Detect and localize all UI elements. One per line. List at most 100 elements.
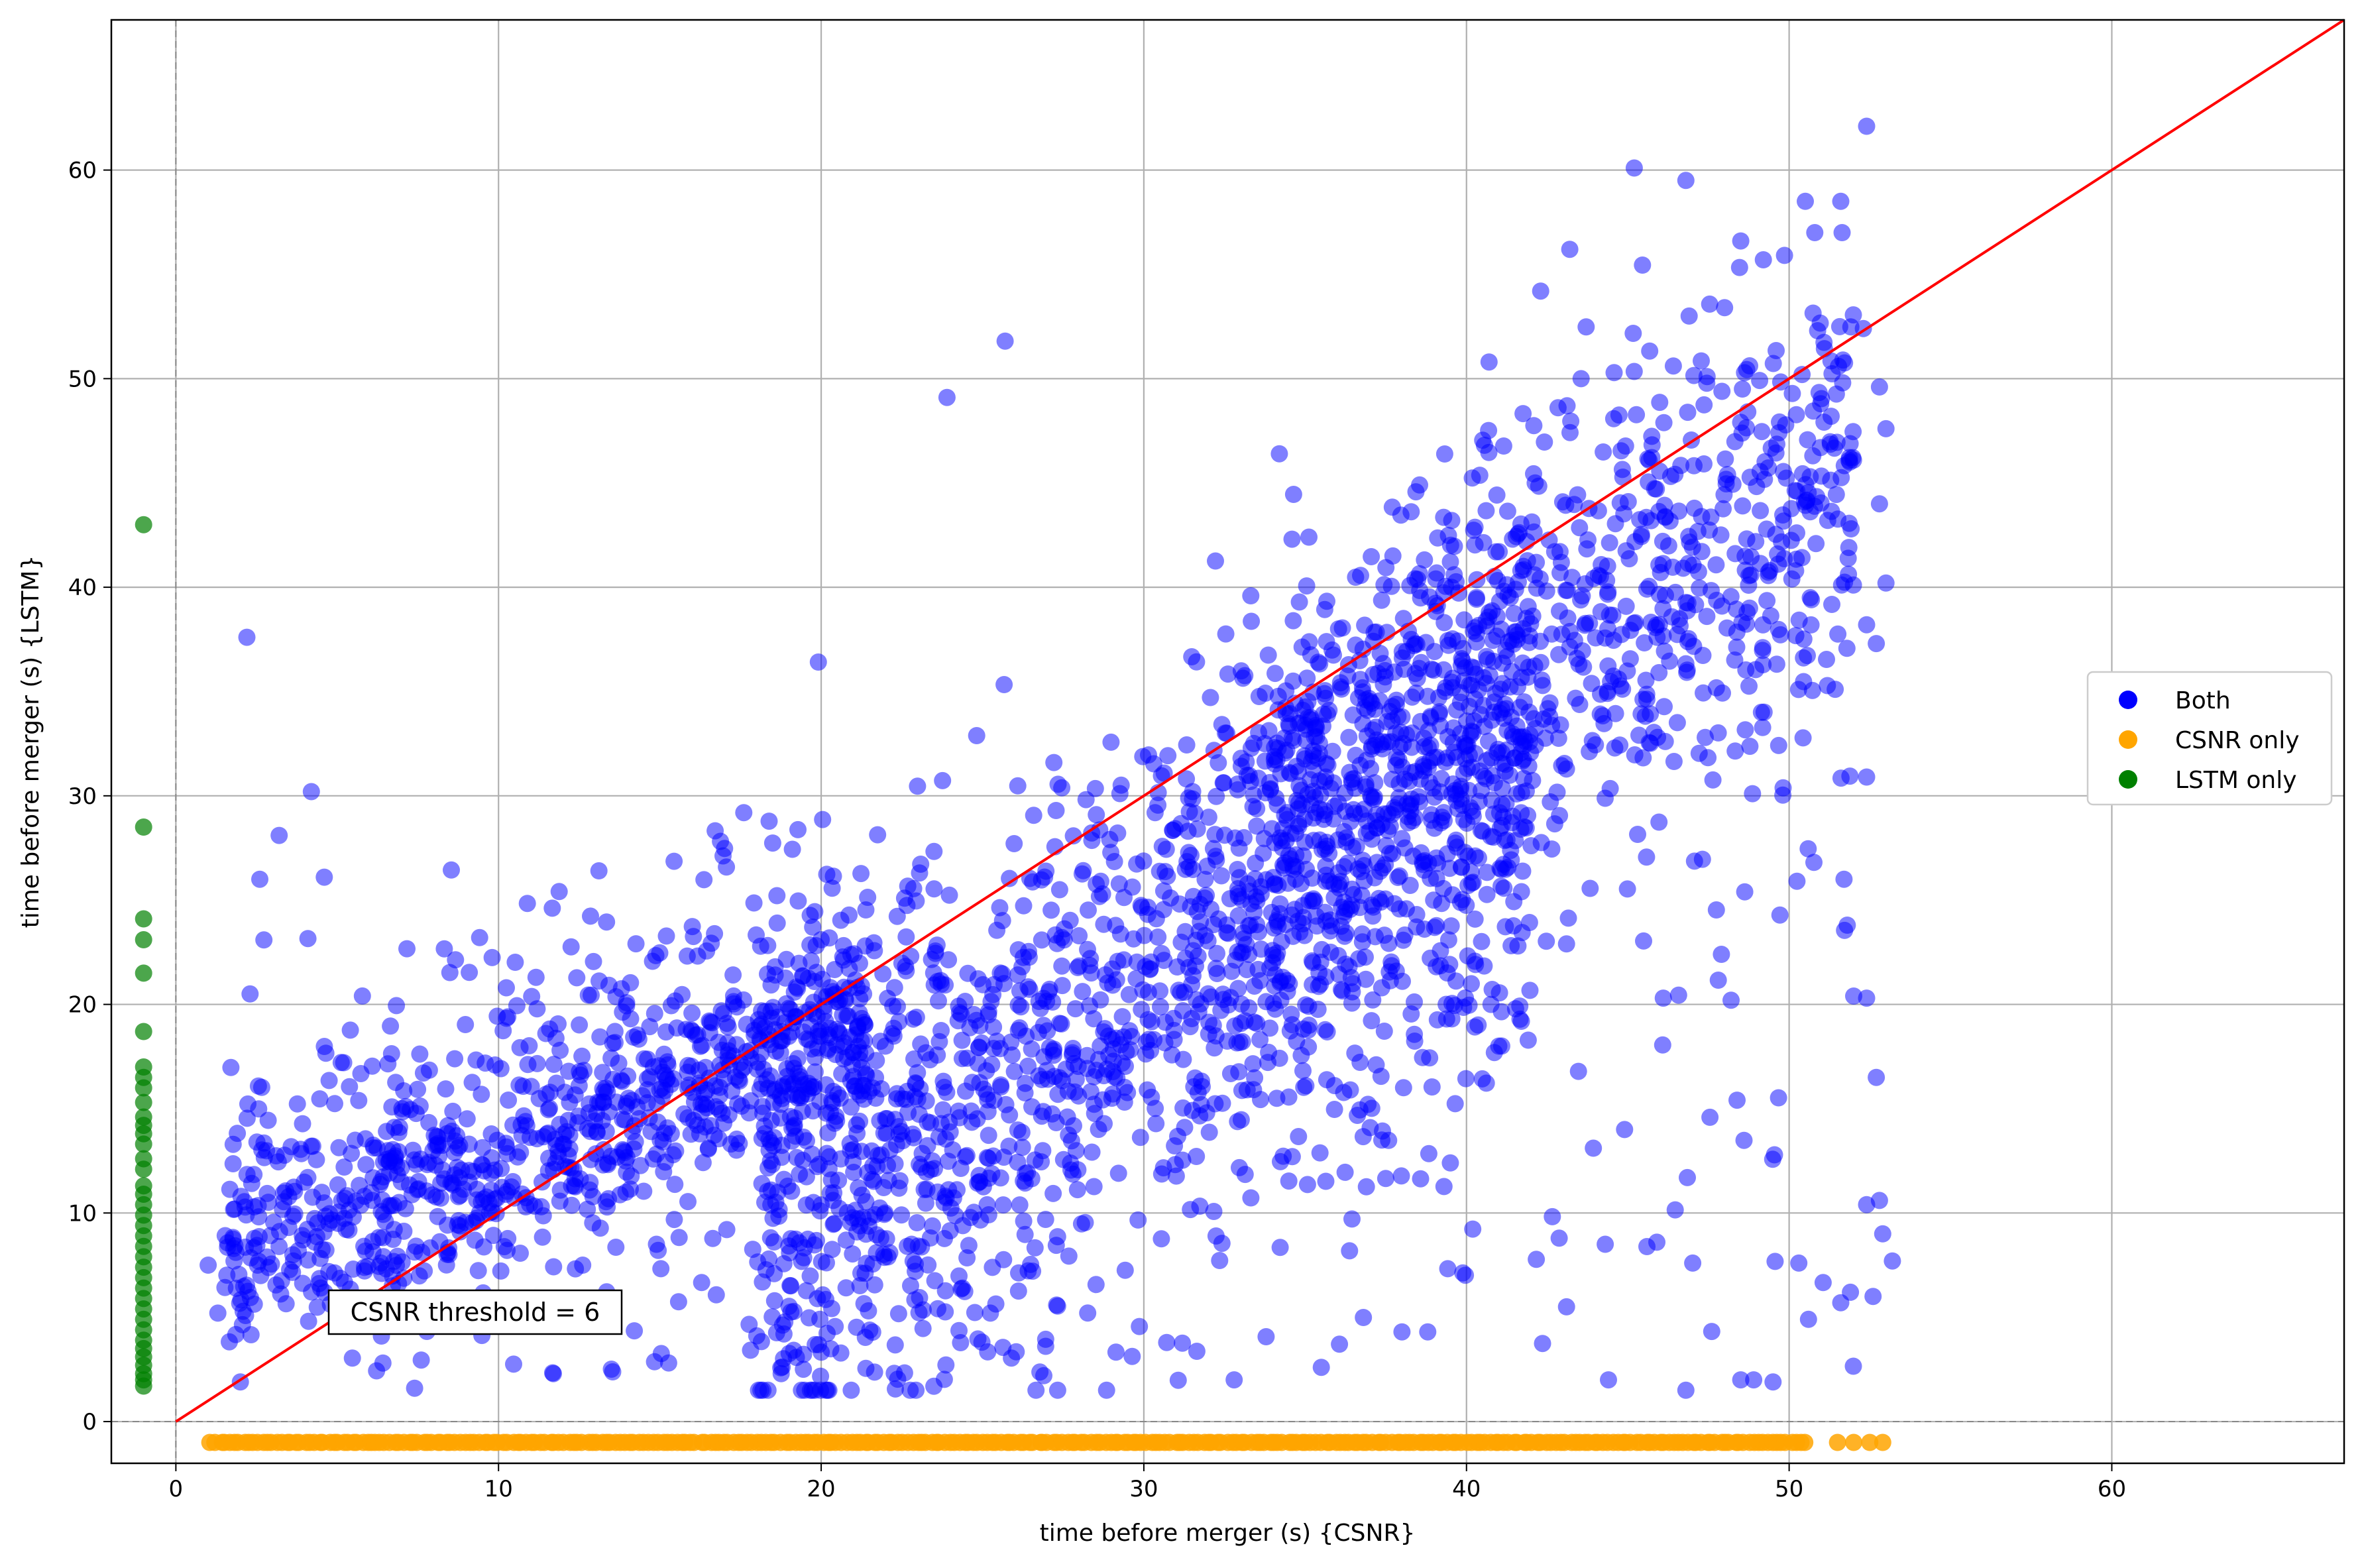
point-both xyxy=(1424,779,1441,797)
point-both xyxy=(1133,1001,1151,1019)
point-both xyxy=(917,1194,934,1212)
point-both xyxy=(798,1030,816,1048)
point-both xyxy=(222,1058,240,1076)
point-both xyxy=(1188,820,1206,838)
point-both xyxy=(830,1200,848,1217)
point-both xyxy=(562,938,580,956)
point-both xyxy=(1208,787,1225,805)
point-both xyxy=(940,951,958,969)
point-both xyxy=(1557,935,1575,953)
y-tick-label: 50 xyxy=(68,366,97,392)
point-both xyxy=(993,912,1011,930)
point-both xyxy=(1693,352,1710,370)
point-both xyxy=(1553,493,1571,511)
point-lstm-only xyxy=(135,910,152,928)
point-both xyxy=(1085,1095,1103,1113)
point-both xyxy=(1178,770,1196,788)
point-both xyxy=(1726,651,1744,669)
point-both xyxy=(958,1049,976,1067)
point-both xyxy=(509,1148,526,1166)
point-both xyxy=(1435,804,1453,822)
point-both xyxy=(353,987,371,1005)
point-both xyxy=(1325,646,1342,664)
point-both xyxy=(626,1322,644,1340)
point-both xyxy=(872,1033,889,1050)
point-both xyxy=(1214,774,1232,792)
point-both xyxy=(1323,742,1341,760)
point-both xyxy=(1297,996,1315,1014)
point-both xyxy=(844,1245,862,1263)
point-both xyxy=(765,1292,783,1310)
point-both xyxy=(997,1095,1015,1113)
point-both xyxy=(823,1092,841,1109)
point-both xyxy=(1605,364,1623,382)
point-both xyxy=(860,1302,877,1319)
point-both xyxy=(1770,620,1787,638)
point-both xyxy=(448,1127,466,1145)
point-both xyxy=(1502,842,1520,860)
point-both xyxy=(1657,587,1674,604)
point-both xyxy=(406,1243,423,1261)
point-both xyxy=(845,1164,863,1181)
point-both xyxy=(813,1343,830,1361)
point-both xyxy=(1202,689,1219,706)
point-both xyxy=(775,1170,793,1188)
point-both xyxy=(848,1223,866,1241)
point-both xyxy=(1616,1121,1634,1139)
point-both xyxy=(302,783,320,801)
point-both xyxy=(771,1087,789,1105)
point-both xyxy=(1542,793,1559,811)
point-both xyxy=(838,1007,856,1025)
point-both xyxy=(1806,224,1824,241)
point-both xyxy=(488,1007,506,1025)
point-both xyxy=(679,1193,697,1211)
point-both xyxy=(1464,1220,1482,1238)
point-both xyxy=(884,997,902,1015)
point-both xyxy=(1755,703,1773,721)
point-both xyxy=(1764,355,1782,372)
point-both xyxy=(1858,768,1876,786)
point-both xyxy=(928,936,946,954)
point-both xyxy=(744,1241,761,1259)
point-both xyxy=(1243,612,1261,630)
point-both xyxy=(384,1231,402,1248)
point-both xyxy=(1319,706,1337,723)
point-both xyxy=(751,1017,769,1035)
point-both xyxy=(584,1188,602,1205)
point-both xyxy=(1683,538,1701,556)
point-both xyxy=(1017,1027,1035,1045)
point-both xyxy=(1738,361,1756,378)
point-both xyxy=(1457,1266,1475,1284)
point-both xyxy=(1282,1005,1300,1023)
point-both xyxy=(1389,869,1407,886)
point-both xyxy=(826,1046,844,1064)
point-both xyxy=(1534,1335,1551,1353)
point-both xyxy=(1363,695,1380,712)
point-both xyxy=(851,989,869,1007)
point-both xyxy=(1689,522,1707,540)
point-both xyxy=(618,1094,636,1112)
point-both xyxy=(1734,380,1752,398)
point-both xyxy=(1634,256,1652,274)
point-both xyxy=(1480,353,1498,371)
point-both xyxy=(335,1273,353,1291)
point-both xyxy=(703,1014,721,1032)
point-both xyxy=(801,1267,819,1285)
point-both xyxy=(773,1148,791,1166)
point-both xyxy=(1061,911,1079,929)
point-both xyxy=(1832,769,1850,787)
point-both xyxy=(1430,689,1447,706)
point-both xyxy=(1248,800,1266,818)
point-both xyxy=(1300,633,1318,651)
point-both xyxy=(1632,705,1650,723)
point-both xyxy=(276,1147,294,1164)
point-both xyxy=(1695,396,1713,414)
point-both xyxy=(1635,932,1652,950)
point-both xyxy=(1832,1294,1850,1312)
point-both xyxy=(1021,980,1039,998)
point-both xyxy=(1155,764,1173,782)
point-both xyxy=(1823,596,1840,613)
point-both xyxy=(1677,1381,1695,1399)
point-both xyxy=(471,928,488,946)
point-both xyxy=(1533,671,1551,689)
